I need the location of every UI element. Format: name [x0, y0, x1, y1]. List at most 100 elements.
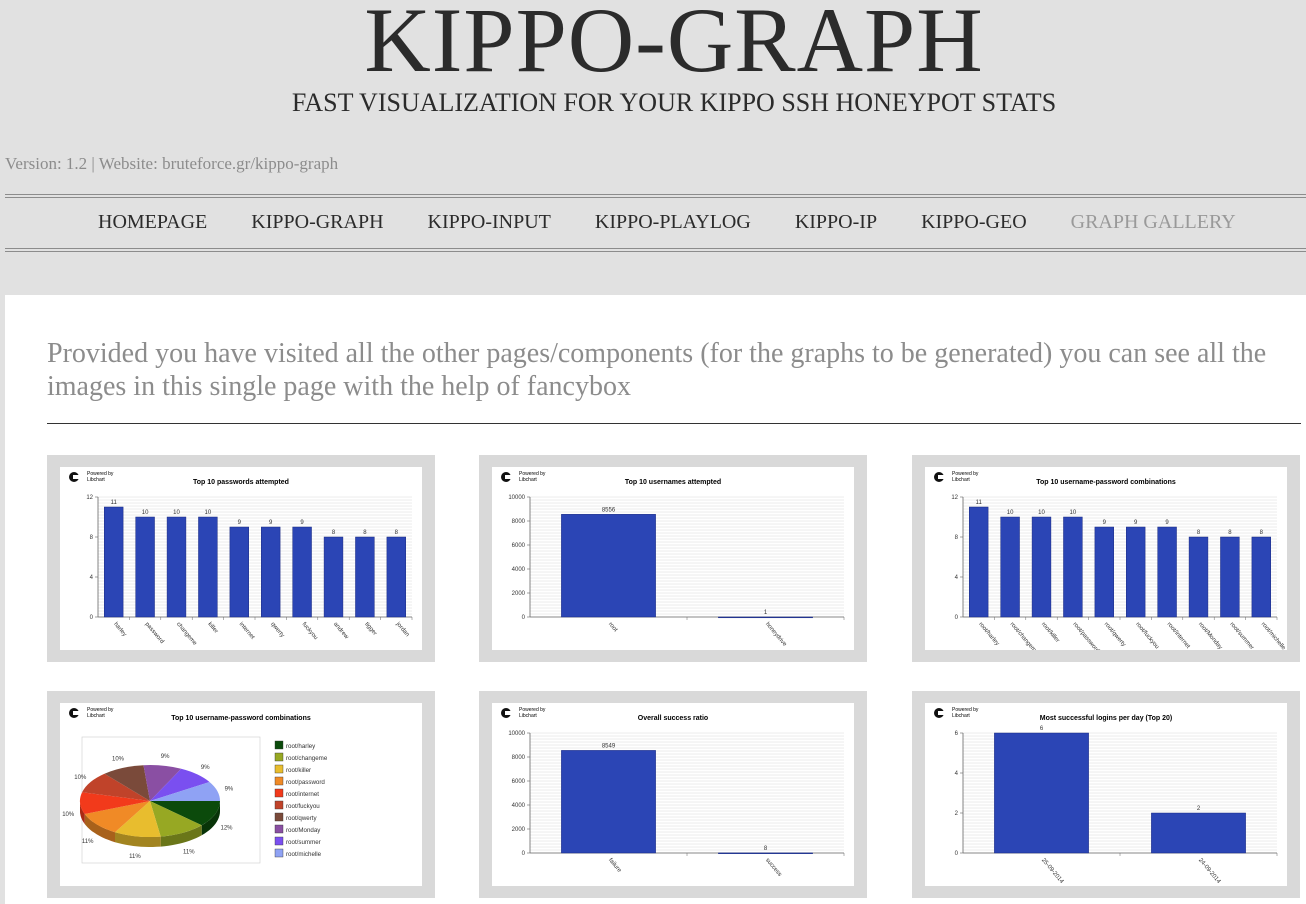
- y-tick-label: 10000: [508, 495, 525, 501]
- y-tick-label: 6000: [512, 779, 526, 785]
- libchart-logo: Powered by Libchart: [69, 471, 113, 485]
- x-tick-label: jordan: [394, 621, 410, 638]
- libchart-icon: [501, 472, 511, 482]
- pie-slice: [79, 792, 150, 814]
- libchart-icon: [934, 708, 944, 718]
- y-tick-label: 12: [86, 495, 93, 501]
- nav-graph-gallery[interactable]: GRAPH GALLERY: [1070, 211, 1236, 233]
- y-tick-label: 0: [955, 615, 959, 621]
- pie-pct-label: 11%: [129, 854, 141, 860]
- pie-slice-side: [115, 832, 161, 847]
- bar: [104, 506, 124, 618]
- chart-title: Top 10 username-password combinations: [171, 715, 311, 722]
- libchart-icon: [934, 472, 944, 482]
- chart-title: Top 10 passwords attempted: [193, 479, 289, 486]
- bar: [323, 536, 344, 618]
- chart-svg: 0 4 8 12 11 root/harley 10 root/changeme 10 root/…: [951, 495, 1286, 650]
- data-label: 9: [1134, 520, 1138, 526]
- nav-kippo-playlog[interactable]: KIPPO-PLAYLOG: [594, 211, 751, 233]
- nav-kippo-ip[interactable]: KIPPO-IP: [794, 211, 878, 233]
- data-label: 9: [1103, 520, 1107, 526]
- chart-title: Top 10 usernames attempted: [624, 479, 722, 486]
- bar: [1126, 526, 1146, 618]
- version-info: Version: 1.2 | Website: bruteforce.gr/ki…: [5, 154, 339, 173]
- data-label: 8: [395, 530, 399, 536]
- x-tick-label: root/summer: [1228, 621, 1254, 650]
- data-label: 9: [269, 520, 273, 526]
- x-tick-label: success: [764, 857, 783, 877]
- y-tick-label: 4000: [512, 803, 526, 809]
- gallery-thumb-2[interactable]: Powered by Libchart Top 10 usernames attem…: [479, 455, 867, 662]
- legend-label: root/internet: [286, 791, 319, 798]
- legend-swatch: [274, 812, 284, 822]
- legend-label: root/qwerty: [286, 815, 318, 822]
- pie-slice-side: [84, 814, 115, 843]
- gallery-thumb-3[interactable]: Powered by Libchart Top 10 username-passwo…: [912, 455, 1300, 662]
- legend-swatch: [274, 788, 284, 798]
- legend-label: root/fuckyou: [286, 803, 320, 810]
- chart-title: Overall success ratio: [637, 715, 709, 722]
- data-label: 10: [142, 510, 149, 516]
- chart-svg: 12% 11% 11% 11% 10% 10% 10% 9% 9% 9% root/harley ro…: [62, 736, 328, 864]
- nav-kippo-input[interactable]: KIPPO-INPUT: [427, 211, 551, 233]
- gallery-thumb-1[interactable]: Powered by Libchart Top 10 passwords attem…: [47, 455, 435, 662]
- nav-homepage[interactable]: HOMEPAGE: [98, 211, 208, 233]
- bar: [561, 750, 656, 854]
- data-label: 10: [173, 510, 180, 516]
- libchart-logo: Powered by Libchart: [501, 707, 545, 721]
- bar: [1000, 516, 1020, 618]
- data-label: 2: [1197, 806, 1201, 812]
- pie-slice: [143, 765, 182, 801]
- x-tick-label: root: [607, 621, 618, 633]
- legend-swatch: [274, 848, 284, 858]
- chart-svg: 0 4 8 12 11 harley 10 password 10 changeme 10 kille…: [86, 495, 413, 647]
- gallery-thumb-4[interactable]: Powered by Libchart Top 10 username-passwo…: [47, 691, 435, 898]
- chart-svg: 0 2000 4000 6000 8000 10000 8549 failure 8 succes…: [508, 731, 845, 878]
- y-tick-label: 4000: [512, 567, 526, 573]
- bar: [1157, 526, 1177, 618]
- bar: [1031, 516, 1052, 618]
- powered-by-text: Powered by Libchart: [87, 471, 114, 483]
- pie-pct-label: 12%: [220, 826, 233, 832]
- chart-frame: Powered by Libchart Overall success ratio 0…: [492, 703, 854, 886]
- libchart-icon: [69, 708, 79, 718]
- data-label: 8: [1228, 530, 1232, 536]
- pie-pct-label: 9%: [225, 786, 234, 792]
- pie-slice-side: [80, 801, 85, 824]
- data-label: 8556: [602, 507, 616, 513]
- bar: [718, 852, 813, 854]
- data-label: 10: [1007, 510, 1014, 516]
- x-tick-label: 24-09-2014: [1197, 857, 1222, 885]
- legend-swatch: [274, 752, 284, 762]
- bar: [229, 526, 249, 618]
- pie-pct-label: 9%: [161, 754, 170, 760]
- y-tick-label: 4: [90, 575, 94, 581]
- chart-svg: 0 2 4 6 6 25-09-2014 2 24-09-2014: [955, 726, 1278, 885]
- nav-kippo-graph[interactable]: KIPPO-GRAPH: [251, 211, 384, 233]
- legend-swatch: [274, 740, 284, 750]
- chart-frame: Powered by Libchart Top 10 username-passwo…: [60, 703, 422, 886]
- chart-frame: Powered by Libchart Top 10 username-passwo…: [925, 467, 1287, 650]
- gallery-thumb-6[interactable]: Powered by Libchart Most successful logins…: [912, 691, 1300, 898]
- chart-svg: 0 2000 4000 6000 8000 10000 8556 root 1 honeydriv…: [508, 495, 845, 648]
- data-label: 11: [111, 500, 118, 506]
- x-tick-label: root/Monday: [1197, 621, 1223, 650]
- bar: [261, 526, 281, 618]
- data-label: 8: [332, 530, 336, 536]
- y-tick-label: 10000: [508, 731, 525, 737]
- nav-kippo-geo[interactable]: KIPPO-GEO: [921, 211, 1027, 233]
- bar: [994, 732, 1089, 854]
- data-label: 10: [1038, 510, 1045, 516]
- powered-by-text: Powered by Libchart: [952, 471, 979, 483]
- bar: [1220, 536, 1240, 618]
- x-tick-label: root/fuckyou: [1134, 621, 1160, 650]
- x-tick-label: failure: [607, 857, 623, 874]
- gallery-thumb-5[interactable]: Powered by Libchart Overall success ratio 0…: [479, 691, 867, 898]
- pie-pct-label: 11%: [82, 839, 94, 845]
- data-label: 9: [238, 520, 242, 526]
- y-tick-label: 2000: [512, 827, 526, 833]
- site-title: KIPPO-GRAPH: [364, 0, 984, 91]
- chart-title: Most successful logins per day (Top 20): [1039, 715, 1173, 722]
- x-tick-label: root/killer: [1040, 621, 1060, 644]
- bar: [561, 514, 656, 618]
